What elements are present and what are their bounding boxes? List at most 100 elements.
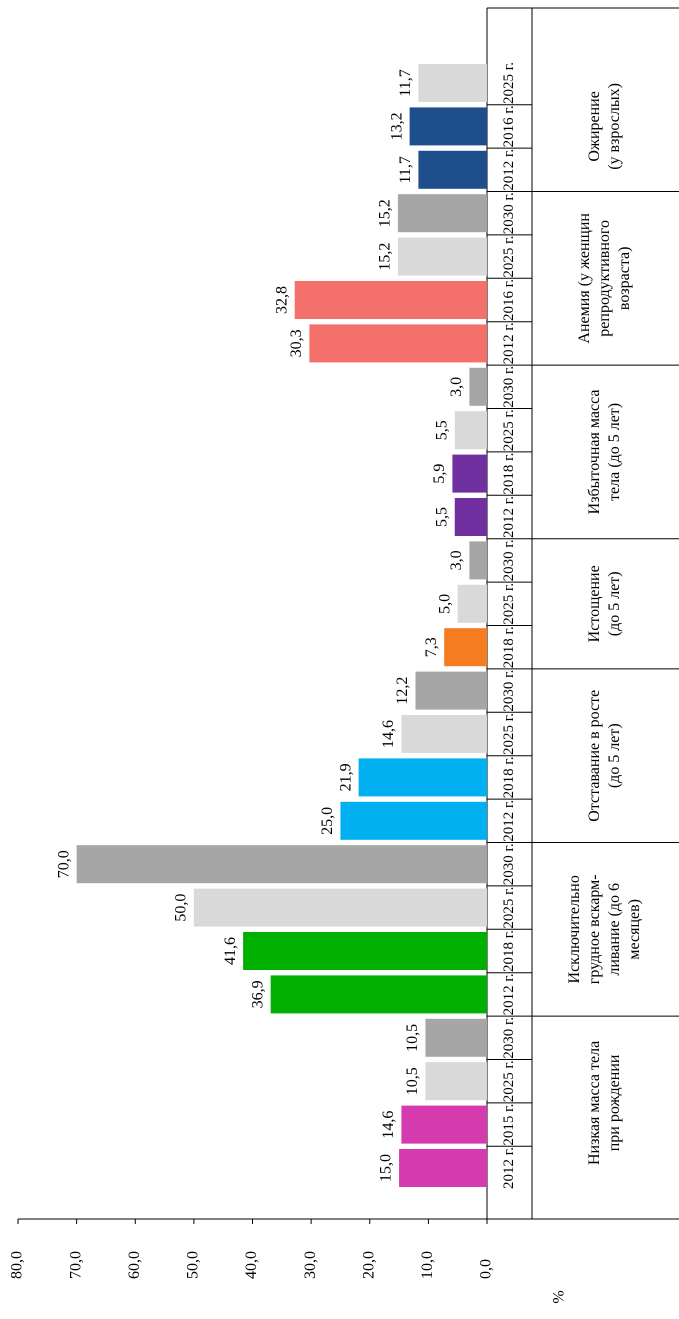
group-label: грудное вскарм- xyxy=(586,874,603,984)
group-label: Ожирение xyxy=(586,91,603,162)
value-label: 11,7 xyxy=(397,156,414,183)
y-axis-label: % xyxy=(551,1290,568,1303)
x-tick-label: 2012 г. xyxy=(501,322,517,364)
bar xyxy=(270,975,487,1014)
bar xyxy=(409,107,487,146)
group-label: (до 5 лет) xyxy=(606,571,623,636)
x-tick-label: 2030 г. xyxy=(501,843,517,885)
bar xyxy=(454,411,488,450)
value-label: 5,5 xyxy=(433,420,450,440)
value-label: 10,5 xyxy=(404,1024,421,1052)
x-tick-label: 2012 г. xyxy=(501,800,517,842)
y-tick-label: 20,0 xyxy=(360,1251,377,1279)
group-label: Исключительно xyxy=(566,875,583,983)
group-label: ливание (до 6 xyxy=(606,883,623,976)
group-label: при рождении xyxy=(606,1054,623,1151)
bar xyxy=(401,715,487,753)
y-tick-label: 70,0 xyxy=(67,1251,84,1279)
x-tick-label: 2018 г. xyxy=(501,756,517,798)
x-tick-label: 2012 г. xyxy=(501,973,517,1015)
bar xyxy=(397,237,488,276)
bar xyxy=(415,671,488,710)
x-tick-label: 2030 г. xyxy=(501,366,517,408)
bar xyxy=(469,367,488,406)
x-tick-label: 2018 г. xyxy=(501,626,517,668)
y-tick-label: 60,0 xyxy=(126,1251,143,1279)
x-tick-label: 2025 г. xyxy=(501,1060,517,1102)
value-label: 5,0 xyxy=(436,594,453,614)
value-label: 13,2 xyxy=(388,112,405,140)
value-label: 15,2 xyxy=(377,243,394,271)
bar xyxy=(76,845,487,884)
group-label: (у взрослых) xyxy=(606,83,623,170)
bar xyxy=(358,758,487,797)
group-label: возраста) xyxy=(616,247,633,311)
value-label: 3,0 xyxy=(448,550,465,570)
value-label: 21,9 xyxy=(337,763,354,791)
group-label: репродуктивного xyxy=(596,220,613,337)
bar xyxy=(401,1105,487,1144)
bar xyxy=(444,628,487,667)
value-label: 15,2 xyxy=(377,199,394,227)
bar xyxy=(418,150,487,189)
bar xyxy=(425,1018,488,1057)
group-label: Отставание в росте xyxy=(586,690,603,822)
x-tick-label: 2025 г. xyxy=(501,583,517,625)
y-tick-label: 0,0 xyxy=(478,1259,495,1279)
bar xyxy=(397,194,488,233)
x-tick-label: 2025 г. xyxy=(501,887,517,929)
bar xyxy=(454,498,488,536)
value-label: 41,6 xyxy=(222,937,239,965)
value-label: 3,0 xyxy=(448,377,465,397)
value-label: 7,3 xyxy=(423,637,440,657)
y-tick-label: 40,0 xyxy=(243,1251,260,1279)
bar xyxy=(457,584,487,623)
bar xyxy=(309,324,487,363)
x-tick-label: 2012 г. xyxy=(501,496,517,538)
x-tick-label: 2018 г. xyxy=(501,453,517,495)
x-tick-label: 2012 г. xyxy=(501,1147,517,1189)
bar xyxy=(294,281,487,319)
x-tick-label: 2015 г. xyxy=(501,1104,517,1146)
x-tick-label: 2018 г. xyxy=(501,930,517,972)
group-label: тела (до 5 лет) xyxy=(606,403,623,501)
y-tick-label: 10,0 xyxy=(419,1251,436,1279)
x-tick-label: 2025 г. xyxy=(501,236,517,278)
bar xyxy=(469,541,488,580)
bar xyxy=(425,1062,488,1101)
value-label: 15,0 xyxy=(378,1154,395,1182)
rotated-frame: % 0,0 10,0 20,0 30,0 40,0 50,0 60,0 70,0 80,0 15,… xyxy=(9,7,679,1304)
group-label: Избыточная масса xyxy=(586,389,603,514)
value-label: 30,3 xyxy=(288,329,305,357)
value-label: 14,6 xyxy=(380,1111,397,1139)
value-label: 32,8 xyxy=(273,286,290,314)
x-tick-label: 2030 г. xyxy=(501,539,517,581)
value-label: 70,0 xyxy=(55,850,72,878)
value-label: 14,6 xyxy=(380,720,397,748)
value-label: 10,5 xyxy=(404,1067,421,1095)
value-label: 36,9 xyxy=(249,980,266,1008)
bar xyxy=(193,888,487,927)
group-label: месяцев) xyxy=(626,899,643,960)
x-tick-label: 2012 г. xyxy=(501,149,517,191)
bar xyxy=(452,454,488,493)
y-tick-label: 80,0 xyxy=(9,1251,26,1279)
group-label: Низкая масса тела xyxy=(586,1041,603,1165)
x-tick-label: 2016 г. xyxy=(501,105,517,147)
value-label: 5,9 xyxy=(431,464,448,484)
value-label: 11,7 xyxy=(397,69,414,96)
bar xyxy=(243,932,487,970)
x-tick-label: 2025 г. xyxy=(501,713,517,755)
bar xyxy=(418,64,487,102)
group-label: Истощение xyxy=(586,565,603,642)
y-tick-label: 30,0 xyxy=(302,1251,319,1279)
y-tick-label: 50,0 xyxy=(185,1251,202,1279)
group-label: (до 5 лет) xyxy=(606,723,623,788)
value-label: 25,0 xyxy=(319,807,336,835)
x-tick-label: 2030 г. xyxy=(501,670,517,712)
value-label: 5,5 xyxy=(433,507,450,527)
value-label: 50,0 xyxy=(173,894,190,922)
bar xyxy=(340,801,487,840)
group-label: Анемия (у женщин xyxy=(576,213,593,344)
